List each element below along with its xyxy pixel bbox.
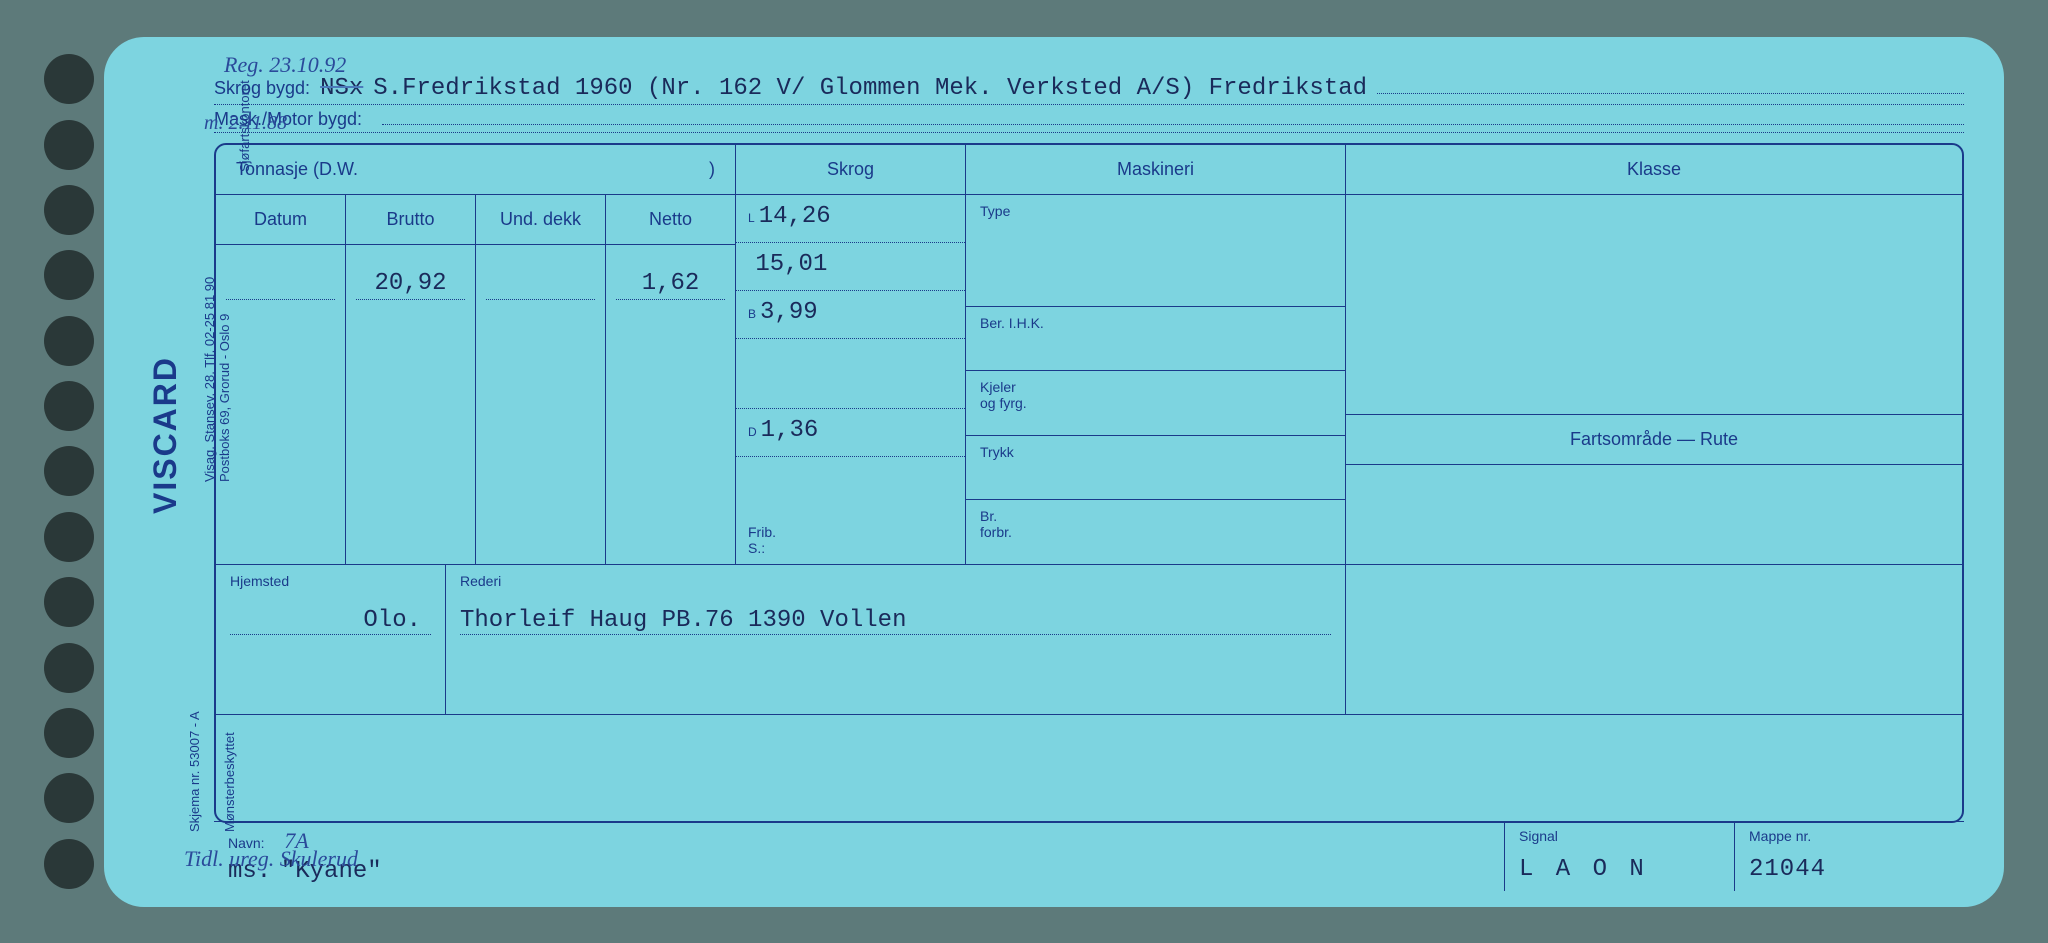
skrog-bygd-value: S.Fredrikstad 1960 (Nr. 162 V/ Glommen M… bbox=[373, 75, 1367, 102]
card-wrapper: Sjøfartskontoret Visag. Stansev. 28. Tlf… bbox=[44, 37, 2004, 907]
col-und: Und. dekk bbox=[476, 195, 606, 244]
hole bbox=[44, 381, 94, 431]
hole bbox=[44, 708, 94, 758]
hole bbox=[44, 773, 94, 823]
table-mid: Hjemsted Olo. Rederi Thorleif Haug PB.76… bbox=[216, 565, 1962, 715]
signal-value: L A O N bbox=[1519, 856, 1720, 883]
cell-datum bbox=[216, 245, 346, 564]
hjemsted-label: Hjemsted bbox=[230, 573, 431, 589]
tonnasje-close: ) bbox=[709, 159, 715, 180]
klasse-top bbox=[1346, 195, 1962, 415]
maskineri-block: Maskineri Type Ber. I.H.K. Kjeler og fyr… bbox=[966, 145, 1346, 564]
hole bbox=[44, 446, 94, 496]
note-reg: Reg. 23.10.92 bbox=[224, 52, 346, 78]
note-m: m. 2.11.88 bbox=[204, 112, 287, 135]
skrog-D: D1,36 bbox=[736, 409, 965, 457]
skrog-bygd-row: Skrog bygd: NSx S.Fredrikstad 1960 (Nr. … bbox=[214, 75, 1964, 105]
mappe-value: 21044 bbox=[1749, 856, 1950, 883]
signal-label: Signal bbox=[1519, 828, 1720, 844]
skrog-block: Skrog L14,26 15,01 B3,99 D1,36 Frib. S.: bbox=[736, 145, 966, 564]
footer-row: Navn: 7A ms. "Kyane" Signal L A O N Mapp… bbox=[214, 821, 1964, 891]
klasse-title: Klasse bbox=[1346, 145, 1962, 195]
mappe-label: Mappe nr. bbox=[1749, 828, 1950, 844]
table-top: Tonnasje (D.W. ) Datum Brutto Und. dekk … bbox=[216, 145, 1962, 565]
mask-br: Br. forbr. bbox=[966, 500, 1345, 564]
tonnasje-header: Tonnasje (D.W. ) bbox=[216, 145, 735, 195]
skrog-title: Skrog bbox=[736, 145, 965, 195]
hjemsted-block: Hjemsted Olo. bbox=[216, 565, 446, 714]
table-bot bbox=[216, 715, 1962, 823]
hole bbox=[44, 54, 94, 104]
brand-logo: VISCARD bbox=[147, 355, 184, 513]
mask-title: Maskineri bbox=[966, 145, 1345, 195]
tonnasje-col-headers: Datum Brutto Und. dekk Netto bbox=[216, 195, 735, 245]
skrog-bygd-label: Skrog bygd: bbox=[214, 78, 310, 99]
motor-bygd-row: Mask./Motor bygd: bbox=[214, 109, 1964, 133]
signal-block: Signal L A O N bbox=[1504, 821, 1734, 891]
rederi-value: Thorleif Haug PB.76 1390 Vollen bbox=[460, 607, 1331, 635]
col-netto: Netto bbox=[606, 195, 735, 244]
col-datum: Datum bbox=[216, 195, 346, 244]
tonnasje-title: Tonnasje (D.W. bbox=[236, 159, 358, 180]
hole bbox=[44, 316, 94, 366]
hole bbox=[44, 250, 94, 300]
cell-brutto: 20,92 bbox=[346, 245, 476, 564]
index-card: Sjøfartskontoret Visag. Stansev. 28. Tlf… bbox=[104, 37, 2004, 907]
hole bbox=[44, 512, 94, 562]
rederi-block: Rederi Thorleif Haug PB.76 1390 Vollen bbox=[446, 565, 1346, 714]
skrog-B: B3,99 bbox=[736, 291, 965, 339]
content: Reg. 23.10.92 m. 2.11.88 Skrog bygd: NSx… bbox=[214, 57, 1964, 887]
hole bbox=[44, 839, 94, 889]
mask-type: Type bbox=[966, 195, 1345, 307]
hjemsted-value: Olo. bbox=[230, 607, 431, 635]
mappe-block: Mappe nr. 21044 bbox=[1734, 821, 1964, 891]
skrog-L: L14,26 bbox=[736, 195, 965, 243]
rederi-block-right bbox=[1346, 565, 1962, 714]
klasse-bot bbox=[1346, 465, 1962, 564]
skrog-frib: Frib. S.: bbox=[736, 457, 965, 564]
hole bbox=[44, 643, 94, 693]
main-table: Tonnasje (D.W. ) Datum Brutto Und. dekk … bbox=[214, 143, 1964, 823]
skrog-L2: 15,01 bbox=[736, 243, 965, 291]
mask-trykk: Trykk bbox=[966, 436, 1345, 501]
hole bbox=[44, 577, 94, 627]
rederi-label: Rederi bbox=[460, 573, 1331, 589]
hole bbox=[44, 185, 94, 235]
klasse-block: Klasse Fartsområde — Rute bbox=[1346, 145, 1962, 564]
navn-block: Navn: 7A ms. "Kyane" bbox=[214, 821, 1504, 891]
skrog-prefix-strike: NSx bbox=[320, 75, 363, 102]
cell-netto: 1,62 bbox=[606, 245, 735, 564]
note-tidl: Tidl. ureg. Skulerud bbox=[184, 846, 358, 872]
hole bbox=[44, 120, 94, 170]
tonnasje-block: Tonnasje (D.W. ) Datum Brutto Und. dekk … bbox=[216, 145, 736, 564]
tonnasje-data: 20,92 1,62 bbox=[216, 245, 735, 564]
mask-ber: Ber. I.H.K. bbox=[966, 307, 1345, 372]
mask-kjeler: Kjeler og fyrg. bbox=[966, 371, 1345, 436]
cell-und bbox=[476, 245, 606, 564]
col-brutto: Brutto bbox=[346, 195, 476, 244]
fart-label: Fartsområde — Rute bbox=[1346, 415, 1962, 465]
side-skjema: Skjema nr. 53007 - A bbox=[187, 711, 202, 832]
